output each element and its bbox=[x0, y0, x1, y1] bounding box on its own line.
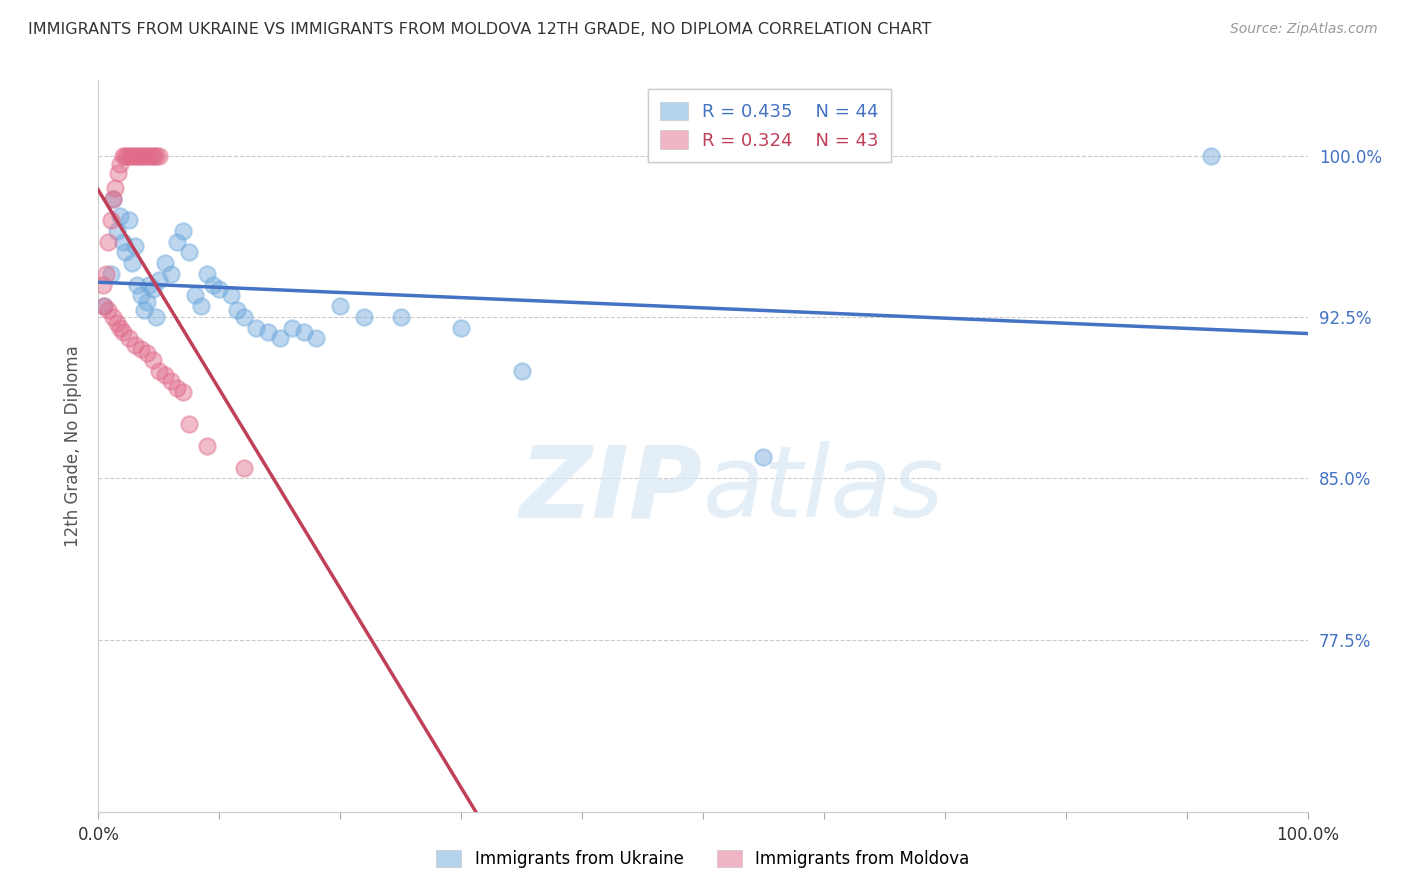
Point bbox=[105, 317, 128, 331]
Point bbox=[129, 342, 152, 356]
Point bbox=[114, 148, 136, 162]
Point bbox=[1199, 148, 1222, 162]
Point bbox=[353, 310, 375, 324]
Point bbox=[134, 303, 156, 318]
Point bbox=[104, 181, 127, 195]
Point bbox=[148, 273, 170, 287]
Point bbox=[226, 303, 249, 318]
Point bbox=[179, 417, 201, 432]
Text: Source: ZipAtlas.com: Source: ZipAtlas.com bbox=[1230, 22, 1378, 37]
Point bbox=[124, 239, 146, 253]
Point bbox=[148, 148, 170, 162]
Legend: R = 0.435    N = 44, R = 0.324    N = 43: R = 0.435 N = 44, R = 0.324 N = 43 bbox=[648, 89, 891, 162]
Point bbox=[129, 288, 152, 302]
Point bbox=[105, 224, 128, 238]
Point bbox=[107, 166, 129, 180]
Point bbox=[135, 346, 157, 360]
Point bbox=[101, 192, 124, 206]
Point bbox=[221, 288, 243, 302]
Point bbox=[195, 267, 218, 281]
Point bbox=[195, 439, 218, 453]
Point bbox=[117, 148, 139, 162]
Point bbox=[143, 148, 166, 162]
Point bbox=[172, 385, 194, 400]
Point bbox=[202, 277, 225, 292]
Point bbox=[118, 213, 141, 227]
Point bbox=[190, 299, 212, 313]
Point bbox=[450, 320, 472, 334]
Point bbox=[160, 267, 183, 281]
Point bbox=[111, 325, 134, 339]
Point bbox=[134, 148, 156, 162]
Y-axis label: 12th Grade, No Diploma: 12th Grade, No Diploma bbox=[65, 345, 83, 547]
Point bbox=[256, 325, 278, 339]
Point bbox=[166, 381, 188, 395]
Text: IMMIGRANTS FROM UKRAINE VS IMMIGRANTS FROM MOLDOVA 12TH GRADE, NO DIPLOMA CORREL: IMMIGRANTS FROM UKRAINE VS IMMIGRANTS FR… bbox=[28, 22, 932, 37]
Point bbox=[135, 148, 157, 162]
Point bbox=[389, 310, 412, 324]
Text: atlas: atlas bbox=[703, 442, 945, 539]
Point bbox=[145, 310, 167, 324]
Point bbox=[124, 148, 146, 162]
Point bbox=[91, 277, 114, 292]
Point bbox=[142, 353, 165, 368]
Point bbox=[153, 368, 176, 382]
Legend: Immigrants from Ukraine, Immigrants from Moldova: Immigrants from Ukraine, Immigrants from… bbox=[430, 843, 976, 875]
Point bbox=[208, 282, 231, 296]
Point bbox=[245, 320, 267, 334]
Point bbox=[108, 157, 131, 171]
Point bbox=[101, 192, 124, 206]
Point bbox=[93, 299, 115, 313]
Point bbox=[111, 148, 134, 162]
Point bbox=[108, 209, 131, 223]
Point bbox=[172, 224, 194, 238]
Point bbox=[101, 310, 124, 324]
Point bbox=[138, 277, 160, 292]
Text: ZIP: ZIP bbox=[520, 442, 703, 539]
Point bbox=[179, 245, 201, 260]
Point bbox=[329, 299, 352, 313]
Point bbox=[128, 148, 150, 162]
Point bbox=[160, 375, 183, 389]
Point bbox=[131, 148, 153, 162]
Point bbox=[148, 364, 170, 378]
Point bbox=[135, 294, 157, 309]
Point bbox=[153, 256, 176, 270]
Point bbox=[127, 277, 149, 292]
Point bbox=[232, 310, 254, 324]
Point bbox=[141, 148, 163, 162]
Point bbox=[127, 148, 149, 162]
Point bbox=[124, 338, 146, 352]
Point bbox=[100, 213, 122, 227]
Point bbox=[166, 235, 188, 249]
Point bbox=[142, 282, 165, 296]
Point bbox=[97, 235, 120, 249]
Point bbox=[114, 245, 136, 260]
Point bbox=[145, 148, 167, 162]
Point bbox=[269, 331, 291, 345]
Point bbox=[111, 235, 134, 249]
Point bbox=[184, 288, 207, 302]
Point bbox=[97, 303, 120, 318]
Point bbox=[121, 148, 143, 162]
Point bbox=[100, 267, 122, 281]
Point bbox=[108, 320, 131, 334]
Point bbox=[232, 460, 254, 475]
Point bbox=[94, 267, 117, 281]
Point bbox=[752, 450, 775, 464]
Point bbox=[118, 148, 141, 162]
Point bbox=[281, 320, 304, 334]
Point bbox=[121, 256, 143, 270]
Point bbox=[118, 331, 141, 345]
Point bbox=[138, 148, 160, 162]
Point bbox=[305, 331, 328, 345]
Point bbox=[292, 325, 315, 339]
Point bbox=[93, 299, 115, 313]
Point bbox=[510, 364, 533, 378]
